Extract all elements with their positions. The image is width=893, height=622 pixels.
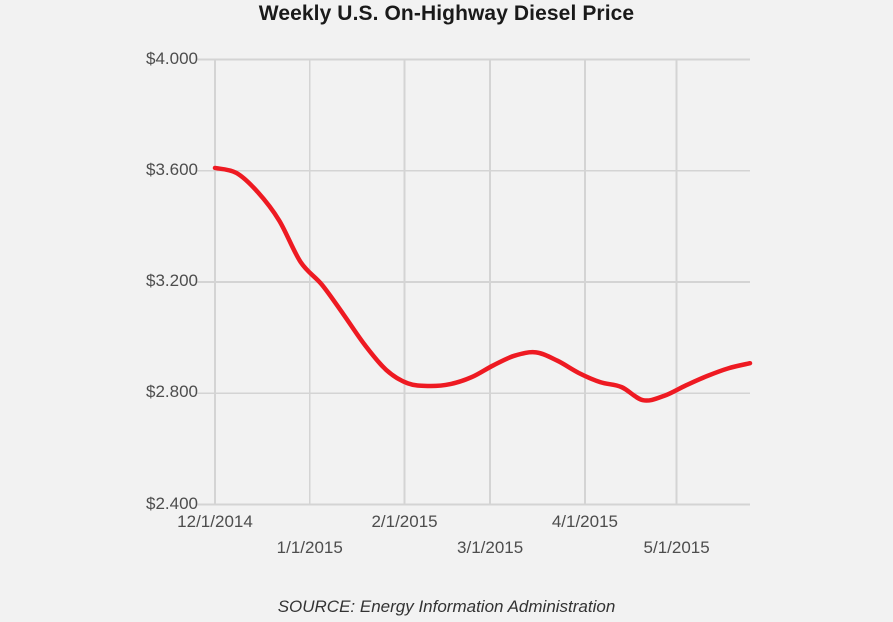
- y-axis-tick-label: $3.600: [146, 159, 198, 179]
- chart-title: Weekly U.S. On-Highway Diesel Price: [258, 2, 635, 25]
- y-axis-tick-label: $2.400: [146, 493, 198, 513]
- x-axis-tick-label: 2/1/2015: [371, 512, 438, 531]
- horizontal-gridlines: [196, 58, 750, 506]
- x-axis-tick-label: 3/1/2015: [457, 538, 524, 557]
- x-axis-tick-label: 1/1/2015: [276, 538, 343, 557]
- y-axis: $4.000 $3.600 $3.200 $2.800 $2.400: [98, 0, 198, 622]
- price-line: [212, 165, 753, 403]
- vertical-gridlines: [214, 59, 678, 505]
- y-axis-tick-label: $3.200: [146, 271, 198, 290]
- source-note: SOURCE: Energy Information Administratio…: [277, 597, 616, 616]
- y-axis-tick-label: $4.000: [146, 48, 198, 68]
- x-axis-tick-label: 12/1/2014: [177, 512, 253, 531]
- y-axis-tick-label: $2.800: [146, 382, 198, 402]
- x-axis-tick-label: 4/1/2015: [551, 512, 618, 531]
- x-axis-tick-label: 5/1/2015: [643, 538, 710, 557]
